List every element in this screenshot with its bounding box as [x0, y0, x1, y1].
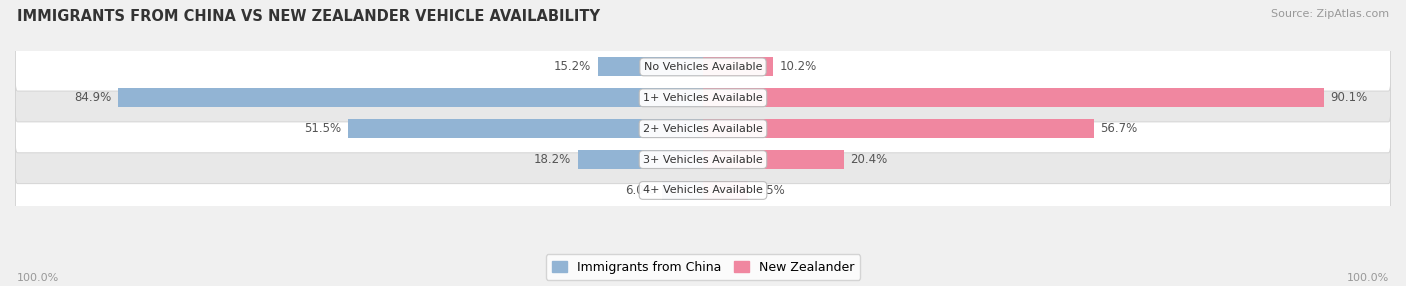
Text: 100.0%: 100.0% [17, 273, 59, 283]
Legend: Immigrants from China, New Zealander: Immigrants from China, New Zealander [546, 255, 860, 280]
FancyBboxPatch shape [15, 43, 1391, 91]
Text: 10.2%: 10.2% [780, 60, 817, 74]
Bar [349, 119, 703, 138]
Text: 100.0%: 100.0% [1347, 273, 1389, 283]
Bar [118, 88, 703, 107]
Bar [703, 119, 1094, 138]
FancyBboxPatch shape [15, 136, 1391, 184]
Text: IMMIGRANTS FROM CHINA VS NEW ZEALANDER VEHICLE AVAILABILITY: IMMIGRANTS FROM CHINA VS NEW ZEALANDER V… [17, 9, 600, 23]
Text: 15.2%: 15.2% [554, 60, 592, 74]
FancyBboxPatch shape [15, 166, 1391, 214]
Bar [703, 88, 1323, 107]
FancyBboxPatch shape [15, 74, 1391, 122]
Text: 90.1%: 90.1% [1330, 91, 1368, 104]
Text: 18.2%: 18.2% [533, 153, 571, 166]
Text: 20.4%: 20.4% [851, 153, 887, 166]
Bar [703, 150, 844, 169]
Text: Source: ZipAtlas.com: Source: ZipAtlas.com [1271, 9, 1389, 19]
Text: 6.0%: 6.0% [626, 184, 655, 197]
Bar [703, 57, 773, 76]
Text: 3+ Vehicles Available: 3+ Vehicles Available [643, 155, 763, 164]
FancyBboxPatch shape [15, 105, 1391, 153]
Bar [599, 57, 703, 76]
Text: 84.9%: 84.9% [75, 91, 111, 104]
Bar [578, 150, 703, 169]
Bar [703, 181, 748, 200]
Text: 1+ Vehicles Available: 1+ Vehicles Available [643, 93, 763, 103]
Text: 2+ Vehicles Available: 2+ Vehicles Available [643, 124, 763, 134]
Text: No Vehicles Available: No Vehicles Available [644, 62, 762, 72]
Text: 56.7%: 56.7% [1101, 122, 1137, 135]
Bar [662, 181, 703, 200]
Text: 6.5%: 6.5% [755, 184, 785, 197]
Text: 4+ Vehicles Available: 4+ Vehicles Available [643, 186, 763, 195]
Text: 51.5%: 51.5% [304, 122, 342, 135]
